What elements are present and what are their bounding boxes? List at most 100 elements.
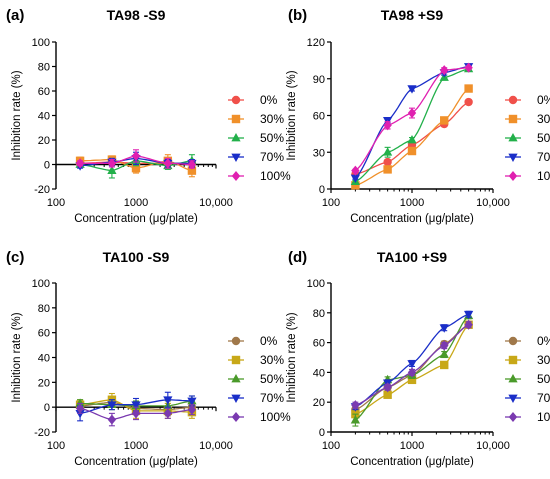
legend-label: 100% <box>260 169 291 183</box>
data-point <box>163 408 173 419</box>
y-tick-label: -20 <box>34 427 50 439</box>
data-point <box>350 415 361 424</box>
series-70pct <box>350 63 474 184</box>
legend-label: 50% <box>537 131 550 145</box>
data-point <box>187 404 197 415</box>
legend-label: 70% <box>537 391 550 405</box>
series-50pct <box>350 63 474 186</box>
y-axis-label: Inhibition rate (%) <box>286 312 298 402</box>
legend-entry: 30% <box>505 112 550 126</box>
legend-entry: 100% <box>228 169 291 183</box>
legend-marker <box>508 170 518 182</box>
data-point <box>107 414 117 425</box>
x-tick-label: 1000 <box>400 440 424 452</box>
data-point <box>407 85 417 94</box>
data-point <box>464 84 473 93</box>
y-axis-label: Inhibition rate (%) <box>286 70 298 160</box>
legend-label: 30% <box>260 112 284 126</box>
data-point <box>382 147 393 156</box>
y-tick-label: 20 <box>313 397 325 409</box>
data-point <box>407 367 417 378</box>
legend-entry: 0% <box>228 334 278 348</box>
data-point <box>463 310 474 320</box>
y-tick-label: 80 <box>38 303 50 315</box>
y-tick-label: 60 <box>38 328 50 340</box>
data-point <box>407 360 417 369</box>
fit-line <box>354 65 469 179</box>
legend-marker <box>231 95 241 105</box>
data-point <box>75 410 85 419</box>
x-tick-label: 1000 <box>124 197 148 209</box>
legend-entry: 50% <box>228 131 284 145</box>
data-point <box>163 158 173 169</box>
y-axis-label: Inhibition rate (%) <box>11 70 23 160</box>
legend-marker <box>231 114 241 124</box>
chart-panel-1: (a) TA98 -S9 -20 0 20 40 60 80 100 100 1000 10,000C… <box>6 7 291 225</box>
legend-label: 100% <box>537 169 550 183</box>
series-100pct <box>351 62 473 176</box>
legend-entry: 0% <box>228 93 278 107</box>
legend-entry: 50% <box>505 372 550 386</box>
legend-entry: 70% <box>228 391 284 405</box>
chart-panel-3: (c) TA100 -S9 -20 0 20 40 60 80 100 100 1000 10,000… <box>6 249 291 468</box>
legend-marker <box>508 114 518 124</box>
y-tick-label: 0 <box>319 427 325 439</box>
data-point <box>464 319 473 330</box>
legend-label: 70% <box>537 150 550 164</box>
y-tick-label: 0 <box>44 402 50 414</box>
legend-marker <box>231 411 241 423</box>
series-70pct <box>350 310 474 412</box>
legend-marker <box>231 153 241 163</box>
legend-marker <box>508 394 518 404</box>
x-tick-label: 10,000 <box>199 440 233 452</box>
legend-entry: 50% <box>228 372 284 386</box>
x-tick-label: 100 <box>322 440 340 452</box>
data-point <box>464 97 473 107</box>
data-point <box>351 181 360 190</box>
legend-marker <box>231 355 241 365</box>
legend-marker <box>508 153 518 163</box>
panel-label: (c) <box>6 249 24 266</box>
data-point <box>107 158 117 169</box>
y-tick-label: 100 <box>32 278 50 290</box>
x-tick-label: 1000 <box>124 440 148 452</box>
chart-title: TA100 +S9 <box>377 249 447 265</box>
data-point <box>440 65 449 76</box>
legend-marker <box>508 373 518 383</box>
data-point <box>107 165 117 174</box>
data-point <box>464 62 473 73</box>
data-point <box>383 157 392 167</box>
legend-marker <box>231 373 241 383</box>
chart-panel-4: (d) TA100 +S9 0 20 40 60 80 100 100 1000 10,000Con… <box>286 249 550 468</box>
data-point <box>439 324 449 333</box>
chart-title: TA98 +S9 <box>381 7 444 23</box>
x-tick-label: 1000 <box>400 197 424 209</box>
legend-label: 100% <box>537 410 550 424</box>
data-point <box>407 375 417 385</box>
data-point <box>439 349 449 358</box>
y-tick-label: 120 <box>307 37 325 49</box>
legend-marker <box>508 336 518 346</box>
data-point <box>107 401 117 410</box>
legend-label: 30% <box>260 353 284 367</box>
legend-label: 0% <box>537 334 550 348</box>
data-point <box>131 150 141 161</box>
legend-label: 70% <box>260 391 284 405</box>
legend-entry: 0% <box>505 334 550 348</box>
y-tick-label: 40 <box>38 353 50 365</box>
data-point <box>187 159 197 170</box>
data-point <box>383 165 392 174</box>
x-axis-label: Concentration (μg/plate) <box>350 456 474 468</box>
legend-marker <box>231 336 241 346</box>
data-point <box>351 400 360 411</box>
legend-entry: 30% <box>228 353 284 367</box>
data-point <box>187 166 197 175</box>
data-point <box>440 360 449 370</box>
y-tick-label: 60 <box>313 111 325 123</box>
data-point <box>131 401 141 410</box>
legend-label: 70% <box>260 150 284 164</box>
series-100pct <box>351 319 473 411</box>
series-30pct <box>351 84 473 190</box>
y-tick-label: 60 <box>313 338 325 350</box>
